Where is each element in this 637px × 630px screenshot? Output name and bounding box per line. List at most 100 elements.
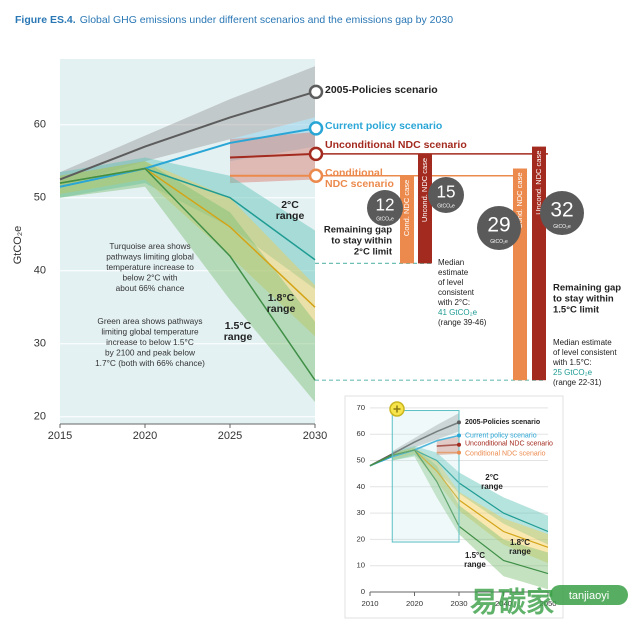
series-line — [369, 421, 460, 467]
x-tick-label: 2020 — [133, 430, 157, 442]
y-tick-label: 30 — [34, 338, 46, 350]
gap-bar — [400, 175, 414, 264]
median-note: with 1.5°C: — [552, 358, 592, 367]
note: Green area shows pathways — [97, 316, 202, 326]
note: temperature increase to — [106, 262, 194, 272]
x-tick-label: 2030 — [450, 599, 467, 608]
series-end-marker — [457, 433, 461, 438]
median-note: estimate — [438, 268, 469, 277]
series-line — [59, 127, 316, 188]
gap-value: 32 — [550, 199, 573, 222]
range-band — [60, 66, 315, 187]
median-note: of level — [438, 278, 464, 287]
note: by 2100 and peak below — [105, 348, 196, 358]
gap-bubble — [367, 190, 403, 226]
range-label: 1.8°C — [268, 292, 295, 304]
note: about 66% chance — [116, 283, 185, 293]
y-tick-label: 60 — [34, 119, 46, 131]
range-label: range — [267, 303, 296, 315]
gap-unit: GtCO₂e — [553, 224, 571, 230]
range-band — [392, 447, 548, 564]
plot-area — [60, 59, 315, 424]
series-label: Current policy scenario — [465, 432, 537, 439]
series-end-marker — [457, 420, 461, 425]
series-label-box: Unconditional NDC scenario — [325, 140, 467, 151]
gap-bubble — [540, 191, 584, 235]
median-value: 41 GtCO₂e — [438, 308, 478, 317]
series-line — [229, 152, 316, 159]
series-end-marker — [308, 121, 324, 136]
series-end-marker — [308, 168, 324, 184]
gap-unit: GtCO₂e — [437, 203, 455, 209]
y-axis-label: GtCO₂e — [12, 226, 24, 265]
zoom-box — [391, 410, 460, 543]
median-note: with 2°C: — [437, 298, 470, 307]
series-end-marker — [308, 84, 324, 100]
note: pathways limiting global — [106, 252, 194, 262]
range-band — [60, 157, 315, 289]
gap-bar-label: Cond. NDC case — [402, 180, 411, 236]
series-label: Conditional NDC scenario — [325, 167, 394, 190]
series-label-box: 2005-Policies scenario — [325, 84, 438, 96]
gap-bar-label: Uncond. NDC case — [534, 151, 543, 215]
series-line — [59, 167, 316, 381]
note: below 2°C with — [123, 273, 178, 283]
x-tick-label: 2050 — [539, 599, 556, 608]
median-note: of level consistent — [553, 348, 617, 357]
y-tick-label: 50 — [356, 456, 365, 465]
x-tick-label: 2010 — [361, 599, 378, 608]
series-label: Conditional NDC scenario — [465, 450, 546, 457]
series-end-marker — [308, 146, 324, 162]
series-label: Unconditional NDC scenario — [465, 441, 553, 448]
gap-label: to stay within — [331, 236, 392, 247]
gap-value: 29 — [487, 214, 510, 237]
y-tick-label: 60 — [356, 429, 365, 438]
series-line — [436, 443, 460, 447]
gap-label: 2°C limit — [354, 247, 393, 258]
range-band — [392, 446, 548, 545]
gap-bubble — [477, 206, 521, 250]
watermark-badge — [550, 585, 628, 605]
x-tick-label: 2030 — [303, 430, 327, 442]
gap-label: Remaining gap — [553, 283, 621, 294]
series-label: 2005-Policies scenario — [325, 84, 438, 96]
range-label: 1.5°C — [465, 551, 485, 560]
gap-label: 1.5°C limit — [553, 305, 600, 316]
y-tick-label: 30 — [356, 508, 365, 517]
gap-bar-label: Cond. NDC case — [515, 173, 524, 229]
series-label-box: Conditional NDC scenario — [325, 167, 394, 190]
range-label: range — [464, 560, 486, 569]
x-tick-label: 2040 — [495, 599, 512, 608]
y-tick-label: 50 — [34, 192, 46, 204]
median-note: Median estimate — [553, 338, 612, 347]
range-label: range — [481, 482, 503, 491]
range-label: 2°C — [281, 199, 299, 211]
zoom-icon — [389, 401, 405, 417]
median-note: Median — [438, 258, 464, 267]
range-label: range — [224, 331, 253, 343]
range-label: 1.5°C — [225, 320, 252, 332]
note: Turquoise area shows — [109, 241, 190, 251]
range-label: 1.8°C — [510, 538, 530, 547]
range-label: range — [276, 210, 305, 222]
gap-unit: GtCO₂e — [376, 216, 394, 222]
note: 1.7°C (both with 66% chance) — [95, 358, 205, 368]
range-band — [60, 161, 315, 403]
median-range: (range 39-46) — [438, 318, 487, 327]
range-band — [230, 132, 315, 184]
y-tick-label: 10 — [356, 561, 365, 570]
gap-bar — [418, 153, 432, 264]
range-band — [230, 117, 315, 162]
series-line — [59, 90, 316, 181]
gap-value: 15 — [436, 183, 455, 202]
watermark-brand: 易碳家 — [470, 585, 554, 617]
gap-label: to stay within — [553, 294, 614, 305]
median-note: consistent — [438, 288, 475, 297]
x-tick-label: 2020 — [406, 599, 423, 608]
figure-title: Figure ES.4. Global GHG emissions under d… — [15, 14, 453, 26]
gap-value: 12 — [375, 196, 394, 215]
gap-unit: GtCO₂e — [490, 239, 508, 245]
series-label: 2005-Policies scenario — [465, 419, 540, 426]
